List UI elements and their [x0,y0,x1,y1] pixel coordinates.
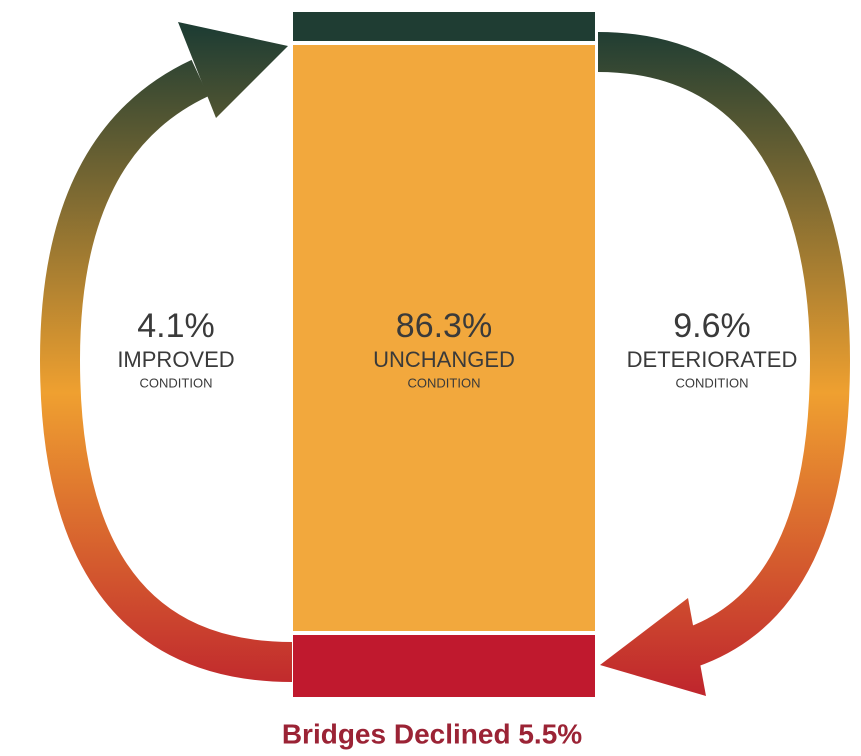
improved-arrowhead [178,22,288,118]
unchanged-bar [293,45,595,631]
deteriorated-percent: 9.6% [673,307,751,345]
unchanged-percent: 86.3% [396,307,492,345]
deteriorated-arrowhead [600,598,706,696]
improved-arrow [39,59,293,682]
improved-percent: 4.1% [137,307,215,345]
deteriorated-arrow [597,32,851,667]
unchanged-sub: CONDITION [408,375,481,390]
improved-sub: CONDITION [140,375,213,390]
deteriorated-bar [293,635,595,697]
deteriorated-sub: CONDITION [676,375,749,390]
improved-label: IMPROVED [117,347,234,372]
unchanged-label: UNCHANGED [373,347,515,372]
footer-title: Bridges Declined 5.5% [282,718,582,749]
deteriorated-label: DETERIORATED [627,347,798,372]
improved-bar [293,12,595,41]
